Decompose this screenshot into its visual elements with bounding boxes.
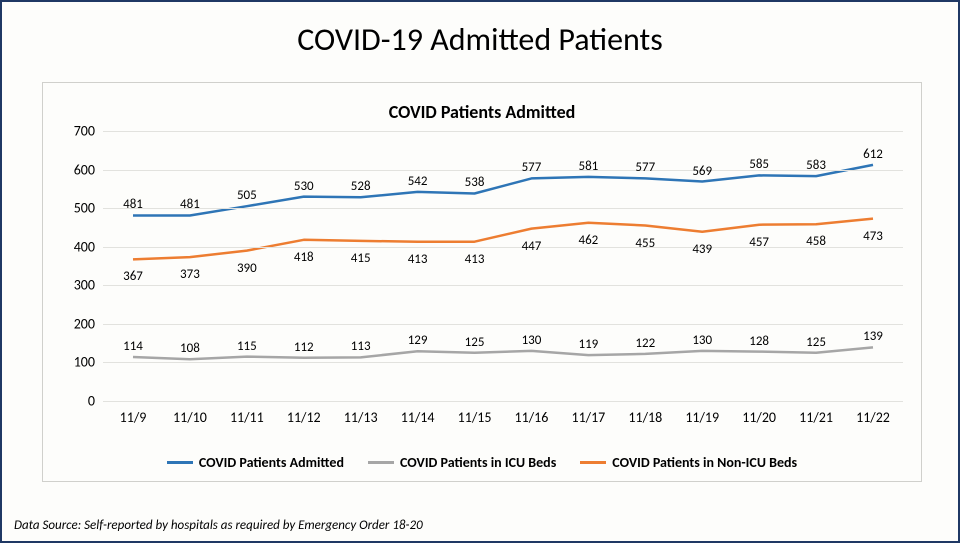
data-label: 130 bbox=[522, 333, 542, 348]
data-label: 569 bbox=[692, 164, 712, 179]
x-tick-label: 11/11 bbox=[230, 409, 264, 426]
y-tick-label: 0 bbox=[55, 393, 95, 410]
data-label: 115 bbox=[237, 339, 257, 354]
data-label: 130 bbox=[692, 333, 712, 348]
legend-item: COVID Patients in ICU Beds bbox=[368, 454, 556, 471]
x-tick-label: 11/14 bbox=[401, 409, 435, 426]
x-tick-label: 11/16 bbox=[515, 409, 549, 426]
x-tick-label: 11/21 bbox=[799, 409, 833, 426]
data-label: 481 bbox=[180, 197, 200, 212]
data-label: 577 bbox=[635, 160, 655, 175]
data-label: 128 bbox=[749, 334, 769, 349]
data-label: 413 bbox=[408, 252, 428, 267]
data-label: 413 bbox=[465, 252, 485, 267]
x-tick-label: 11/17 bbox=[571, 409, 605, 426]
gridline bbox=[103, 362, 903, 363]
x-tick-label: 11/18 bbox=[628, 409, 662, 426]
data-label: 457 bbox=[749, 235, 769, 250]
gridline bbox=[103, 208, 903, 209]
data-label: 455 bbox=[635, 236, 655, 251]
x-tick-label: 11/19 bbox=[685, 409, 719, 426]
legend-label: COVID Patients Admitted bbox=[199, 454, 344, 471]
x-tick-label: 11/12 bbox=[287, 409, 321, 426]
data-label: 458 bbox=[806, 234, 826, 249]
x-tick-label: 11/20 bbox=[742, 409, 776, 426]
plot-area: 010020030040050060070011/911/1011/1111/1… bbox=[103, 131, 903, 401]
legend-label: COVID Patients in ICU Beds bbox=[400, 454, 556, 471]
data-label: 112 bbox=[294, 340, 314, 355]
x-tick-label: 11/13 bbox=[344, 409, 378, 426]
data-label: 447 bbox=[522, 239, 542, 254]
x-tick-label: 11/15 bbox=[458, 409, 492, 426]
y-tick-label: 100 bbox=[55, 354, 95, 371]
chart-subtitle: COVID Patients Admitted bbox=[43, 101, 921, 123]
legend: COVID Patients Admitted COVID Patients in… bbox=[43, 454, 921, 471]
x-tick-label: 11/9 bbox=[120, 409, 147, 426]
data-label: 481 bbox=[123, 197, 143, 212]
data-label: 125 bbox=[465, 335, 485, 350]
page-title: COVID-19 Admitted Patients bbox=[2, 20, 958, 59]
data-label: 129 bbox=[408, 333, 428, 348]
x-tick-label: 11/10 bbox=[173, 409, 207, 426]
data-label: 505 bbox=[237, 188, 257, 203]
data-label: 538 bbox=[465, 175, 485, 190]
data-label: 114 bbox=[123, 339, 143, 354]
data-label: 612 bbox=[863, 147, 883, 162]
data-label: 108 bbox=[180, 341, 200, 356]
y-tick-label: 400 bbox=[55, 238, 95, 255]
data-label: 530 bbox=[294, 179, 314, 194]
data-label: 585 bbox=[749, 157, 769, 172]
data-label: 439 bbox=[692, 242, 712, 257]
chart-frame: COVID-19 Admitted Patients COVID Patient… bbox=[0, 0, 960, 543]
gridline bbox=[103, 131, 903, 132]
gridline bbox=[103, 324, 903, 325]
legend-item: COVID Patients Admitted bbox=[167, 454, 344, 471]
y-tick-label: 500 bbox=[55, 200, 95, 217]
legend-swatch bbox=[580, 461, 606, 464]
data-label: 139 bbox=[863, 329, 883, 344]
data-label: 373 bbox=[180, 267, 200, 282]
data-label: 473 bbox=[863, 229, 883, 244]
legend-label: COVID Patients in Non-ICU Beds bbox=[612, 454, 797, 471]
gridline bbox=[103, 401, 903, 402]
chart-lines-svg bbox=[103, 131, 903, 401]
data-label: 418 bbox=[294, 250, 314, 265]
data-label: 415 bbox=[351, 251, 371, 266]
data-label: 542 bbox=[408, 174, 428, 189]
y-tick-label: 200 bbox=[55, 315, 95, 332]
gridline bbox=[103, 285, 903, 286]
data-label: 583 bbox=[806, 158, 826, 173]
chart-container: COVID Patients Admitted 0100200300400500… bbox=[42, 82, 922, 482]
y-tick-label: 700 bbox=[55, 123, 95, 140]
legend-item: COVID Patients in Non-ICU Beds bbox=[580, 454, 797, 471]
footnote: Data Source: Self-reported by hospitals … bbox=[14, 518, 423, 533]
data-label: 581 bbox=[578, 159, 598, 174]
gridline bbox=[103, 170, 903, 171]
data-label: 119 bbox=[578, 337, 598, 352]
gridline bbox=[103, 247, 903, 248]
y-tick-label: 300 bbox=[55, 277, 95, 294]
data-label: 462 bbox=[578, 233, 598, 248]
data-label: 577 bbox=[522, 160, 542, 175]
legend-swatch bbox=[167, 461, 193, 464]
x-tick-label: 11/22 bbox=[856, 409, 890, 426]
data-label: 113 bbox=[351, 339, 371, 354]
data-label: 390 bbox=[237, 261, 257, 276]
data-label: 122 bbox=[635, 336, 655, 351]
legend-swatch bbox=[368, 461, 394, 464]
data-label: 528 bbox=[351, 179, 371, 194]
data-label: 125 bbox=[806, 335, 826, 350]
data-label: 367 bbox=[123, 269, 143, 284]
y-tick-label: 600 bbox=[55, 161, 95, 178]
